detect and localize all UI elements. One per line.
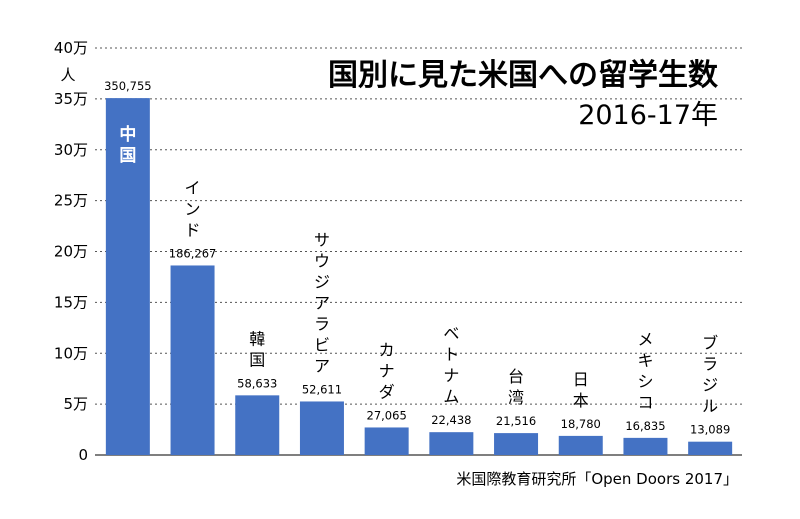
source-note: 米国際教育研究所「Open Doors 2017」 [456, 470, 738, 488]
bar [364, 427, 409, 455]
data-label: 16,835 [625, 419, 665, 433]
bar [494, 433, 539, 455]
bar [623, 437, 668, 455]
bar [105, 98, 150, 456]
data-label: 13,089 [690, 423, 730, 437]
y-tick-label: 20万 [54, 243, 88, 261]
chart-title: 国別に見た米国への留学生数 [328, 58, 719, 93]
category-label: メキシコ [637, 330, 653, 412]
bar [170, 265, 215, 455]
y-tick-label: 35万 [54, 90, 88, 108]
bar [558, 435, 603, 455]
y-axis-unit-label: 人 [60, 66, 75, 84]
y-tick-label: 5万 [63, 395, 88, 413]
y-tick-label: 30万 [54, 141, 88, 159]
y-tick-label: 40万 [54, 39, 88, 57]
y-axis-ticks: 0 5万 10万 15万 20万 25万 30万 35万 40万 [54, 39, 88, 464]
category-label: 中国 [119, 124, 136, 166]
y-tick-label: 0 [78, 446, 88, 464]
category-label: 韓国 [249, 329, 265, 369]
bar [235, 395, 280, 455]
data-label: 27,065 [367, 408, 407, 422]
bar [299, 401, 344, 455]
data-label: 22,438 [431, 413, 471, 427]
bar [688, 441, 733, 455]
category-label: ブラジル [702, 334, 718, 416]
data-label: 21,516 [496, 414, 536, 428]
data-label: 18,780 [561, 417, 601, 431]
category-label: ベトナム [443, 324, 459, 406]
bars [105, 98, 733, 456]
y-tick-label: 10万 [54, 344, 88, 362]
category-label: 日本 [573, 370, 589, 410]
chart-subtitle: 2016-17年 [578, 100, 718, 131]
data-label: 350,755 [104, 79, 152, 93]
category-label: 台湾 [508, 367, 524, 407]
bar [429, 432, 474, 455]
category-label: インド [185, 178, 201, 239]
y-tick-label: 25万 [54, 192, 88, 210]
data-label: 58,633 [237, 376, 277, 390]
data-label: 186,267 [169, 246, 217, 260]
data-label: 52,611 [302, 382, 342, 396]
category-label: カナダ [379, 340, 395, 401]
bar-labels: 350,755 中国 186,267 インド 58,633 韓国 52,611 サウジアラビア… [104, 79, 730, 437]
y-tick-label: 15万 [54, 293, 88, 311]
category-label: サウジアラビア [314, 230, 330, 375]
